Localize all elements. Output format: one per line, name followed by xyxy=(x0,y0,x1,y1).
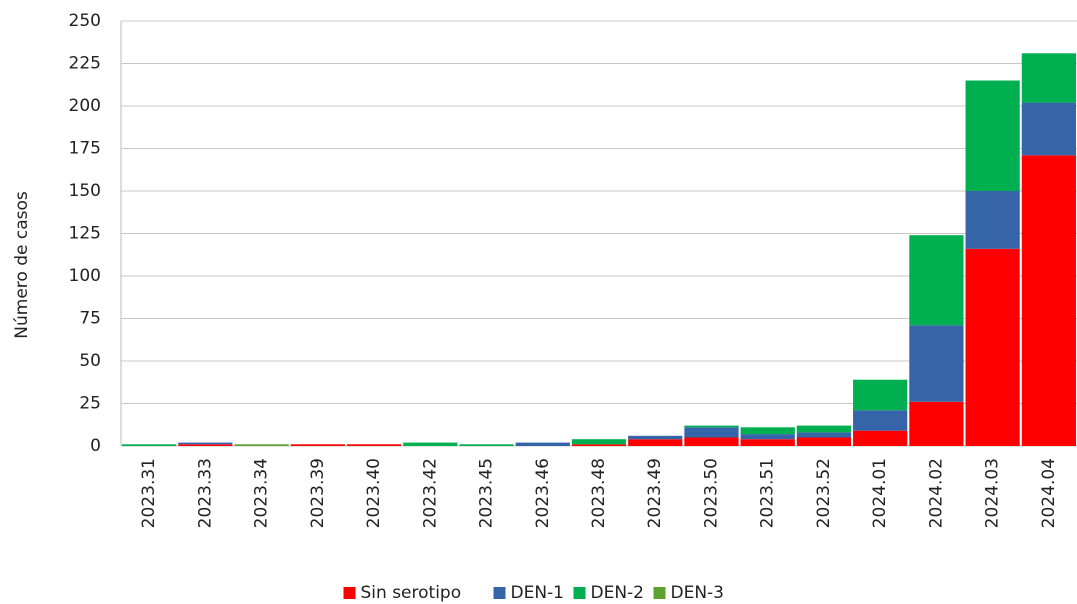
bar-segment xyxy=(965,80,1020,191)
legend-swatch xyxy=(493,587,506,599)
bar-segment xyxy=(234,444,289,446)
bar-segment xyxy=(796,437,852,446)
y-axis-label: Número de casos xyxy=(12,191,32,339)
bar-segment xyxy=(178,444,233,446)
x-tick-label: 2023.49 xyxy=(645,458,665,528)
bar-segment xyxy=(909,235,964,326)
bar-segment xyxy=(571,439,627,445)
x-tick-label: 2023.31 xyxy=(139,458,159,528)
legend-label: DEN-1 xyxy=(511,583,565,603)
bar-segment xyxy=(965,248,1020,446)
y-tick-label: 225 xyxy=(69,54,101,74)
legend-label: Sin serotipo xyxy=(361,583,462,603)
bar-segment xyxy=(909,401,964,446)
y-tick-label: 0 xyxy=(90,436,101,456)
bar-segment xyxy=(796,432,852,438)
bar-segment xyxy=(1021,102,1076,156)
bar-segment xyxy=(178,442,233,445)
bar-segment xyxy=(571,444,627,446)
bar-segment xyxy=(628,439,683,446)
x-tick-label: 2023.51 xyxy=(758,458,778,528)
bar-segment xyxy=(853,410,908,431)
bar-segment xyxy=(290,444,345,446)
bar-segment xyxy=(684,437,739,446)
legend-swatch xyxy=(343,587,356,599)
legend-label: DEN-3 xyxy=(671,583,725,603)
y-tick-label: 25 xyxy=(79,394,101,414)
x-tick-label: 2024.04 xyxy=(1039,458,1059,528)
y-tick-label: 200 xyxy=(69,96,101,116)
bar-segment xyxy=(628,435,683,440)
x-tick-label: 2023.48 xyxy=(589,458,609,528)
x-tick-label: 2023.45 xyxy=(477,458,497,528)
bar-segment xyxy=(1021,53,1076,103)
x-tick-label: 2023.42 xyxy=(420,458,440,528)
bar-segment xyxy=(853,379,908,411)
x-tick-label: 2023.40 xyxy=(364,458,384,528)
y-tick-label: 175 xyxy=(69,139,101,159)
bar-segment xyxy=(684,425,739,428)
bar-segment xyxy=(684,427,739,438)
y-tick-label: 150 xyxy=(69,181,101,201)
bar-segment xyxy=(122,444,177,446)
x-tick-label: 2023.50 xyxy=(701,458,721,528)
x-tick-label: 2024.02 xyxy=(926,458,946,528)
bar-segment xyxy=(740,434,795,440)
bar-segment xyxy=(1021,155,1076,447)
legend-label: DEN-2 xyxy=(591,583,645,603)
x-tick-label: 2023.46 xyxy=(533,458,553,528)
bar-segment xyxy=(965,191,1020,249)
x-tick-label: 2023.52 xyxy=(814,458,834,528)
y-tick-label: 50 xyxy=(79,351,101,371)
x-tick-label: 2024.01 xyxy=(870,458,890,528)
x-tick-label: 2023.39 xyxy=(308,458,328,528)
bar-segment xyxy=(796,425,852,433)
bar-segment xyxy=(403,442,458,446)
x-tick-label: 2023.34 xyxy=(252,458,272,528)
y-tick-label: 100 xyxy=(69,266,101,286)
bar-segment xyxy=(740,439,795,446)
bar-segment xyxy=(515,442,570,446)
y-tick-label: 75 xyxy=(79,309,101,329)
bar-segment xyxy=(459,444,514,446)
bar-segment xyxy=(909,325,964,402)
legend-swatch xyxy=(653,587,666,599)
bar-segment xyxy=(346,444,402,446)
legend-swatch xyxy=(573,587,586,599)
x-tick-label: 2024.03 xyxy=(983,458,1003,528)
y-tick-label: 250 xyxy=(69,11,101,31)
bar-segment xyxy=(853,430,908,446)
y-tick-label: 125 xyxy=(69,224,101,244)
bar-segment xyxy=(740,427,795,435)
x-tick-label: 2023.33 xyxy=(195,458,215,528)
